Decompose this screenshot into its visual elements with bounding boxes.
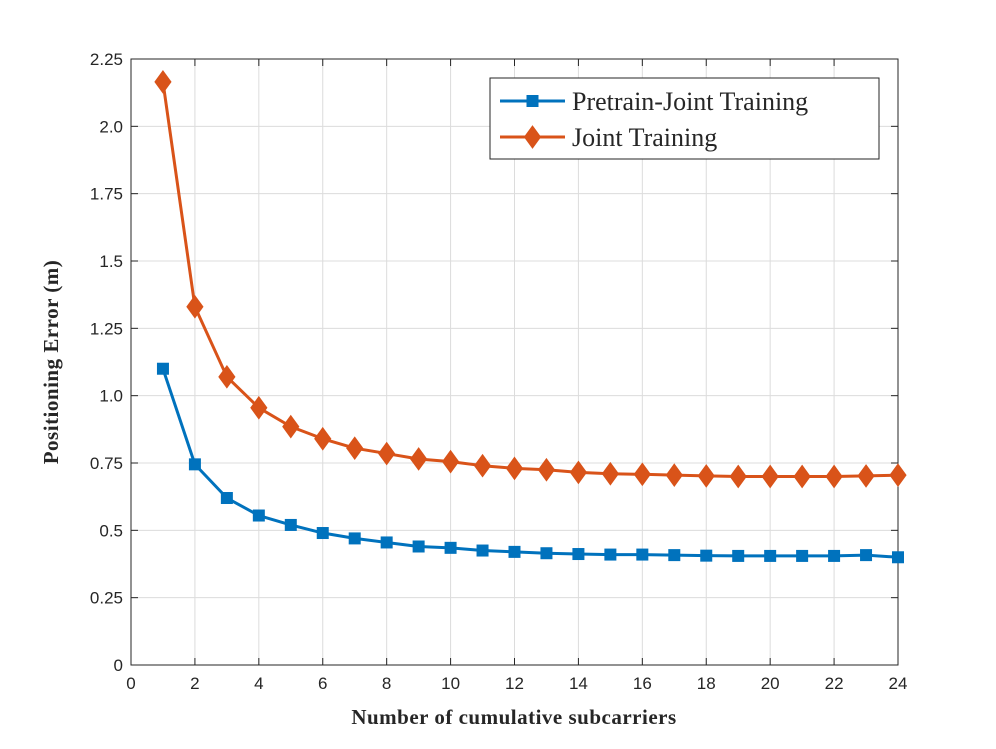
data-point-joint-training bbox=[729, 464, 747, 489]
legend-box bbox=[489, 77, 880, 160]
x-tick-label: 24 bbox=[889, 674, 908, 693]
x-tick-label: 8 bbox=[382, 674, 391, 693]
x-tick-label: 18 bbox=[697, 674, 716, 693]
data-point-joint-training bbox=[537, 457, 556, 482]
data-point-pretrain-joint-training bbox=[252, 509, 265, 522]
x-tick-label: 4 bbox=[254, 674, 263, 693]
data-point-joint-training bbox=[314, 426, 332, 451]
x-tick-label: 2 bbox=[190, 674, 199, 693]
x-axis-label: Number of cumulative subcarriers bbox=[351, 705, 676, 729]
y-tick-labels: 0 0.25 0.5 0.75 1.0 1.25 1.5 1.75 2.0 2.25 bbox=[90, 50, 123, 675]
data-point-joint-training bbox=[346, 436, 364, 461]
y-tick-label: 1.0 bbox=[99, 387, 123, 406]
data-point-pretrain-joint-training bbox=[316, 527, 329, 540]
data-point-joint-training bbox=[889, 463, 907, 487]
data-point-pretrain-joint-training bbox=[508, 545, 521, 558]
legend-label-pretrain-joint-training: Pretrain-Joint Training bbox=[572, 87, 808, 116]
data-point-pretrain-joint-training bbox=[476, 544, 489, 557]
data-point-pretrain-joint-training bbox=[220, 492, 233, 505]
data-point-joint-training bbox=[378, 441, 396, 466]
data-point-joint-training bbox=[505, 456, 524, 481]
data-point-pretrain-joint-training bbox=[188, 458, 201, 471]
x-tick-label: 16 bbox=[633, 674, 652, 693]
x-tick-label: 22 bbox=[825, 674, 844, 693]
y-tick-label: 0.25 bbox=[90, 589, 123, 608]
data-point-pretrain-joint-training bbox=[284, 518, 297, 531]
x-tick-labels: 0 2 4 6 8 10 12 14 16 18 20 22 24 bbox=[126, 674, 907, 693]
data-point-pretrain-joint-training bbox=[796, 549, 809, 562]
data-point-pretrain-joint-training bbox=[860, 549, 873, 562]
y-tick-label: 1.5 bbox=[99, 252, 123, 271]
data-point-joint-training bbox=[282, 414, 300, 439]
legend-label-joint-training: Joint Training bbox=[572, 123, 717, 152]
data-point-pretrain-joint-training bbox=[636, 548, 649, 561]
data-point-joint-training bbox=[218, 364, 236, 389]
data-point-pretrain-joint-training bbox=[540, 547, 553, 560]
y-tick-label: 0.75 bbox=[90, 454, 123, 473]
data-point-joint-training bbox=[665, 463, 683, 487]
legend: Pretrain-Joint Training Joint Training bbox=[489, 77, 880, 160]
series-joint-training bbox=[154, 70, 907, 489]
data-point-pretrain-joint-training bbox=[156, 362, 169, 375]
legend-marker-shape-joint-training bbox=[523, 125, 542, 149]
data-point-pretrain-joint-training bbox=[572, 548, 585, 561]
data-point-pretrain-joint-training bbox=[732, 549, 745, 562]
data-point-joint-training bbox=[569, 460, 588, 485]
legend-marker-shape-pretrain-joint-training bbox=[526, 95, 539, 107]
data-point-pretrain-joint-training bbox=[604, 548, 617, 561]
data-point-joint-training bbox=[473, 453, 492, 478]
data-point-joint-training bbox=[793, 464, 811, 489]
data-point-pretrain-joint-training bbox=[348, 532, 361, 545]
axis-ticks bbox=[130, 58, 899, 666]
data-point-joint-training bbox=[857, 464, 875, 488]
x-tick-label: 10 bbox=[441, 674, 460, 693]
y-tick-label: 1.25 bbox=[90, 319, 123, 338]
series-pretrain-joint-training bbox=[156, 362, 904, 564]
y-tick-label: 2.25 bbox=[90, 50, 123, 69]
data-point-pretrain-joint-training bbox=[764, 549, 777, 562]
x-tick-label: 20 bbox=[761, 674, 780, 693]
y-tick-label: 1.75 bbox=[90, 185, 123, 204]
data-point-pretrain-joint-training bbox=[380, 536, 393, 549]
legend-marker-pretrain-joint-training bbox=[526, 95, 539, 107]
y-tick-label: 0 bbox=[114, 656, 123, 675]
y-tick-label: 2.0 bbox=[99, 117, 123, 136]
data-point-joint-training bbox=[761, 464, 779, 489]
data-point-pretrain-joint-training bbox=[444, 541, 457, 554]
legend-marker-joint-training bbox=[523, 125, 542, 149]
x-tick-label: 14 bbox=[569, 674, 588, 693]
data-point-joint-training bbox=[250, 395, 268, 420]
x-tick-label: 6 bbox=[318, 674, 327, 693]
y-tick-label: 0.5 bbox=[99, 521, 123, 540]
data-point-joint-training bbox=[186, 294, 204, 319]
data-point-pretrain-joint-training bbox=[892, 551, 904, 564]
data-point-pretrain-joint-training bbox=[668, 549, 681, 562]
data-point-joint-training bbox=[410, 447, 428, 471]
data-point-joint-training bbox=[154, 70, 172, 94]
data-point-pretrain-joint-training bbox=[412, 540, 425, 553]
data-point-pretrain-joint-training bbox=[700, 549, 713, 562]
data-point-pretrain-joint-training bbox=[828, 549, 841, 562]
data-point-joint-training bbox=[601, 461, 619, 486]
series-layer bbox=[154, 70, 907, 564]
data-point-joint-training bbox=[441, 449, 460, 474]
data-point-joint-training bbox=[825, 464, 843, 489]
y-axis-label: Positioning Error (m) bbox=[39, 260, 63, 465]
data-point-joint-training bbox=[633, 462, 651, 487]
x-tick-label: 0 bbox=[126, 674, 135, 693]
x-tick-label: 12 bbox=[505, 674, 524, 693]
data-point-joint-training bbox=[697, 464, 715, 488]
